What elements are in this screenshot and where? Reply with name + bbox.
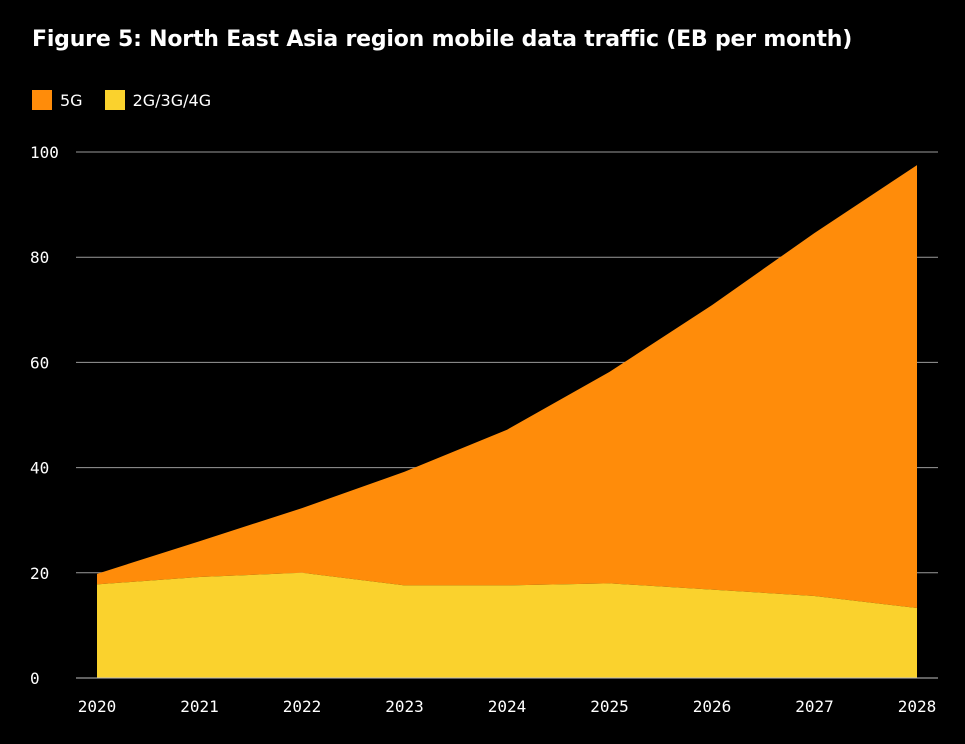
legend-item-2g3g4g: 2G/3G/4G [104,90,212,110]
x-tick-label-2023: 2023 [385,697,424,716]
y-tick-label-60: 60 [30,353,49,372]
y-tick-label-0: 0 [30,669,40,688]
legend-label-2g3g4g: 2G/3G/4G [132,90,212,110]
y-tick-label-80: 80 [30,248,49,267]
chart-title: Figure 5: North East Asia region mobile … [32,27,853,52]
area-2g3g4g [97,572,917,678]
x-tick-label-2027: 2027 [795,697,834,716]
y-tick-label-100: 100 [30,143,59,162]
x-tick-label-2028: 2028 [898,697,937,716]
legend-item-5g: 5G [32,90,83,110]
legend: 5G 2G/3G/4G [32,90,233,110]
x-tick-label-2020: 2020 [78,697,117,716]
legend-swatch-2g3g4g [104,90,125,110]
y-tick-label-40: 40 [30,459,49,478]
x-tick-label-2024: 2024 [488,697,527,716]
area-5g [97,165,917,609]
y-tick-label-20: 20 [30,564,49,583]
x-tick-label-2025: 2025 [590,697,629,716]
x-tick-label-2021: 2021 [180,697,219,716]
legend-label-5g: 5G [60,90,83,110]
x-tick-label-2022: 2022 [283,697,322,716]
x-tick-label-2026: 2026 [693,697,732,716]
legend-swatch-5g [32,90,52,110]
